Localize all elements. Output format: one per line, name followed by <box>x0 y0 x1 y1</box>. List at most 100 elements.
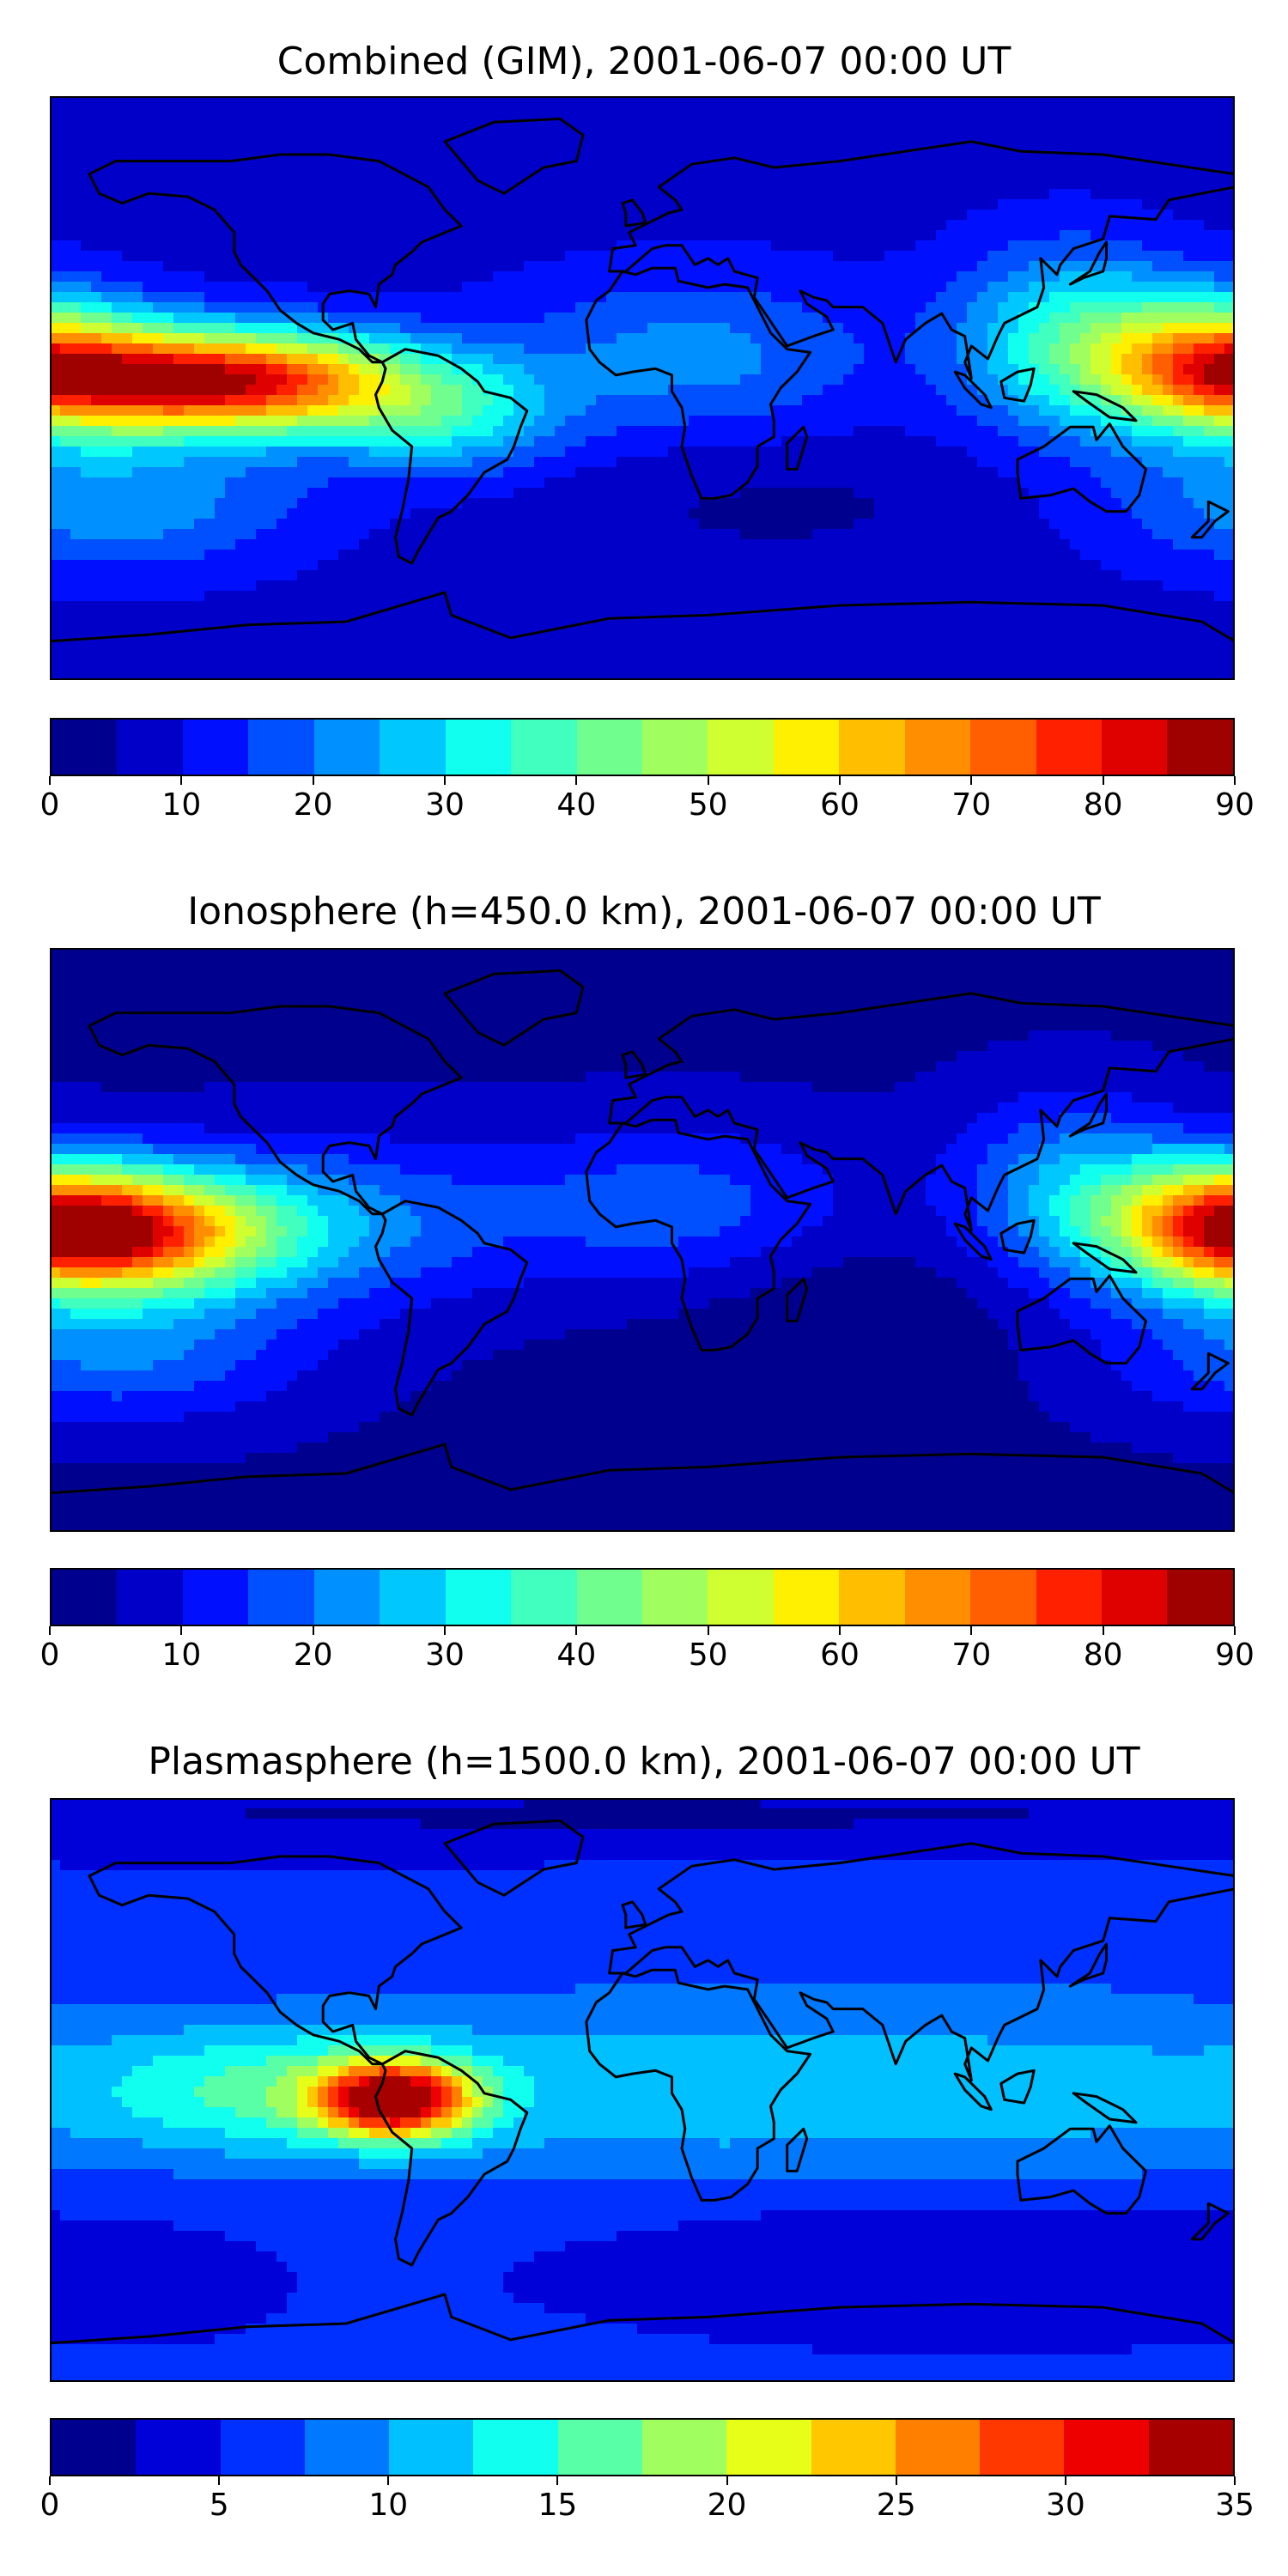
colorbar-swatch <box>117 720 183 775</box>
colorbar-swatch <box>839 1570 905 1625</box>
colorbar-tick-label: 90 <box>1215 787 1255 823</box>
colorbar-tick <box>1234 776 1236 785</box>
borneo-outline <box>999 1218 1036 1255</box>
north-america-outline <box>88 1855 463 2066</box>
map-plasmasphere <box>50 1798 1235 2382</box>
colorbar-swatch <box>380 1570 446 1625</box>
uk-outline <box>621 1050 647 1079</box>
colorbar-swatch <box>304 2420 390 2475</box>
colorbar-swatch <box>970 720 1036 775</box>
colorbar-ticks: 0 10 20 30 40 50 60 70 80 90 <box>40 776 1255 828</box>
colorbar-tick <box>180 1626 183 1635</box>
greenland-outline <box>443 117 585 195</box>
panel-title-ionosphere: Ionosphere (h=450.0 km), 2001-06-07 00:0… <box>187 890 1101 933</box>
colorbar-swatch <box>708 720 774 775</box>
borneo-outline <box>999 367 1036 403</box>
greenland-outline <box>443 1819 585 1897</box>
north-america-outline <box>88 153 463 364</box>
colorbar-swatch <box>182 720 249 775</box>
field-cells <box>50 948 1235 1532</box>
colorbar-swatch <box>970 1570 1036 1625</box>
japan-outline <box>1068 1942 1108 1988</box>
colorbar-tick-label: 30 <box>425 1637 465 1673</box>
colorbar-swatch <box>576 1570 642 1625</box>
colorbar-swatch <box>511 1570 577 1625</box>
colorbar-swatch <box>641 1570 708 1625</box>
africa-outline <box>585 1118 811 1352</box>
colorbar-swatch <box>248 1570 314 1625</box>
field-cells <box>50 96 1235 680</box>
colorbar-tick <box>444 776 446 785</box>
colorbar-tick <box>180 776 183 785</box>
europe-asia-outline <box>608 992 1235 1232</box>
colorbar-tick-label: 90 <box>1215 1637 1255 1673</box>
colorbar-swatch <box>473 2420 558 2475</box>
colorbar-tick <box>556 2476 559 2485</box>
colorbar-tick-label: 40 <box>556 787 597 823</box>
colorbar-tick <box>895 2476 897 2485</box>
colorbar-swatch <box>773 720 840 775</box>
colorbar-tick-label: 35 <box>1215 2488 1255 2523</box>
sumatra-outline <box>953 1222 993 1261</box>
uk-outline <box>621 198 647 228</box>
colorbar-swatch <box>248 720 314 775</box>
colorbar-swatch <box>380 720 446 775</box>
colorbar-swatch <box>811 2420 896 2475</box>
colorbar-tick <box>1064 2476 1066 2485</box>
map-ionosphere <box>50 948 1235 1532</box>
colorbar-tick <box>970 1626 973 1635</box>
colorbar-tick-label: 0 <box>39 2488 60 2523</box>
colorbar-tick-label: 20 <box>293 787 333 823</box>
colorbar-swatch <box>220 2420 305 2475</box>
colorbar-tick <box>839 776 841 785</box>
colorbar-gradient <box>50 1568 1235 1626</box>
panel-title-combined: Combined (GIM), 2001-06-07 00:00 UT <box>276 39 1012 83</box>
antarctica-outline <box>50 1443 1235 1495</box>
colorbar-tick <box>707 1626 709 1635</box>
colorbar-tick-label: 60 <box>820 787 860 823</box>
colorbar-ticks: 0 10 20 30 40 50 60 70 80 90 <box>40 1626 1255 1678</box>
south-america-outline <box>374 348 529 565</box>
colorbar-gradient <box>50 718 1235 776</box>
map-frame <box>50 948 1235 1532</box>
colorbar-ticks: 0 5 10 15 20 25 30 35 <box>40 2476 1255 2528</box>
europe-asia-outline <box>608 1842 1235 2082</box>
colorbar-swatch <box>726 2420 811 2475</box>
japan-outline <box>1068 240 1108 286</box>
colorbar-swatch <box>641 720 708 775</box>
field-cells <box>50 1798 1235 2382</box>
colorbar-tick <box>839 1626 841 1635</box>
colorbar-swatch <box>773 1570 840 1625</box>
colorbar-tick-label: 70 <box>951 787 992 823</box>
colorbar-tick <box>575 776 578 785</box>
new-zealand-outline <box>1190 1352 1230 1391</box>
borneo-outline <box>999 2069 1036 2105</box>
colorbar-tick <box>49 2476 51 2485</box>
new-zealand-outline <box>1190 2202 1230 2241</box>
colorbar-tick <box>1234 2476 1236 2485</box>
colorbar-swatch <box>445 1570 512 1625</box>
colorbar-swatch <box>313 1570 380 1625</box>
colorbar-tick-label: 50 <box>688 1637 728 1673</box>
south-america-outline <box>374 1200 529 1417</box>
colorbar-tick <box>387 2476 390 2485</box>
coastlines <box>50 117 1235 643</box>
antarctica-outline <box>50 2293 1235 2345</box>
colorbar-swatch <box>52 1570 118 1625</box>
colorbar-swatch <box>1102 1570 1168 1625</box>
colorbar-swatch <box>839 720 905 775</box>
europe-asia-outline <box>608 140 1235 380</box>
australia-outline <box>1016 1274 1147 1365</box>
colorbar-swatch <box>445 720 512 775</box>
colorbar-swatch <box>182 1570 249 1625</box>
colorbar-swatch <box>117 1570 183 1625</box>
australia-outline <box>1016 2124 1147 2215</box>
colorbar-gradient <box>50 2418 1235 2476</box>
colorbar-swatch <box>1036 1570 1102 1625</box>
greenland-outline <box>443 969 585 1047</box>
australia-outline <box>1016 422 1147 513</box>
colorbar-swatch <box>1064 2420 1149 2475</box>
new-guinea-outline <box>1072 2092 1138 2124</box>
colorbar-swatch <box>708 1570 774 1625</box>
colorbar-tick <box>218 2476 221 2485</box>
